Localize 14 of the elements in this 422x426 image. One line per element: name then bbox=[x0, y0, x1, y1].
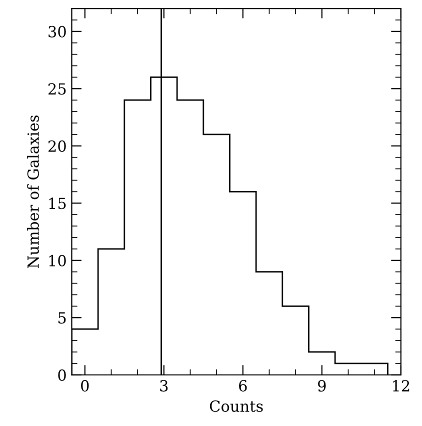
x-tick-label: 0 bbox=[81, 380, 89, 392]
x-axis-title: Counts bbox=[210, 400, 263, 412]
y-tick-label: 30 bbox=[48, 26, 66, 38]
x-tick-label: 6 bbox=[239, 380, 247, 392]
y-tick-label: 10 bbox=[49, 254, 66, 266]
y-tick-label: 15 bbox=[49, 198, 66, 210]
x-tick-label: 12 bbox=[393, 380, 410, 392]
y-tick-label: 20 bbox=[48, 140, 66, 152]
y-tick-label: 25 bbox=[48, 83, 66, 95]
x-tick-label: 9 bbox=[318, 380, 326, 392]
x-tick-label: 3 bbox=[160, 380, 168, 392]
y-tick-label: 0 bbox=[58, 369, 66, 381]
y-tick-label: 5 bbox=[58, 312, 66, 324]
y-axis-title: Number of Galaxies bbox=[27, 115, 39, 268]
